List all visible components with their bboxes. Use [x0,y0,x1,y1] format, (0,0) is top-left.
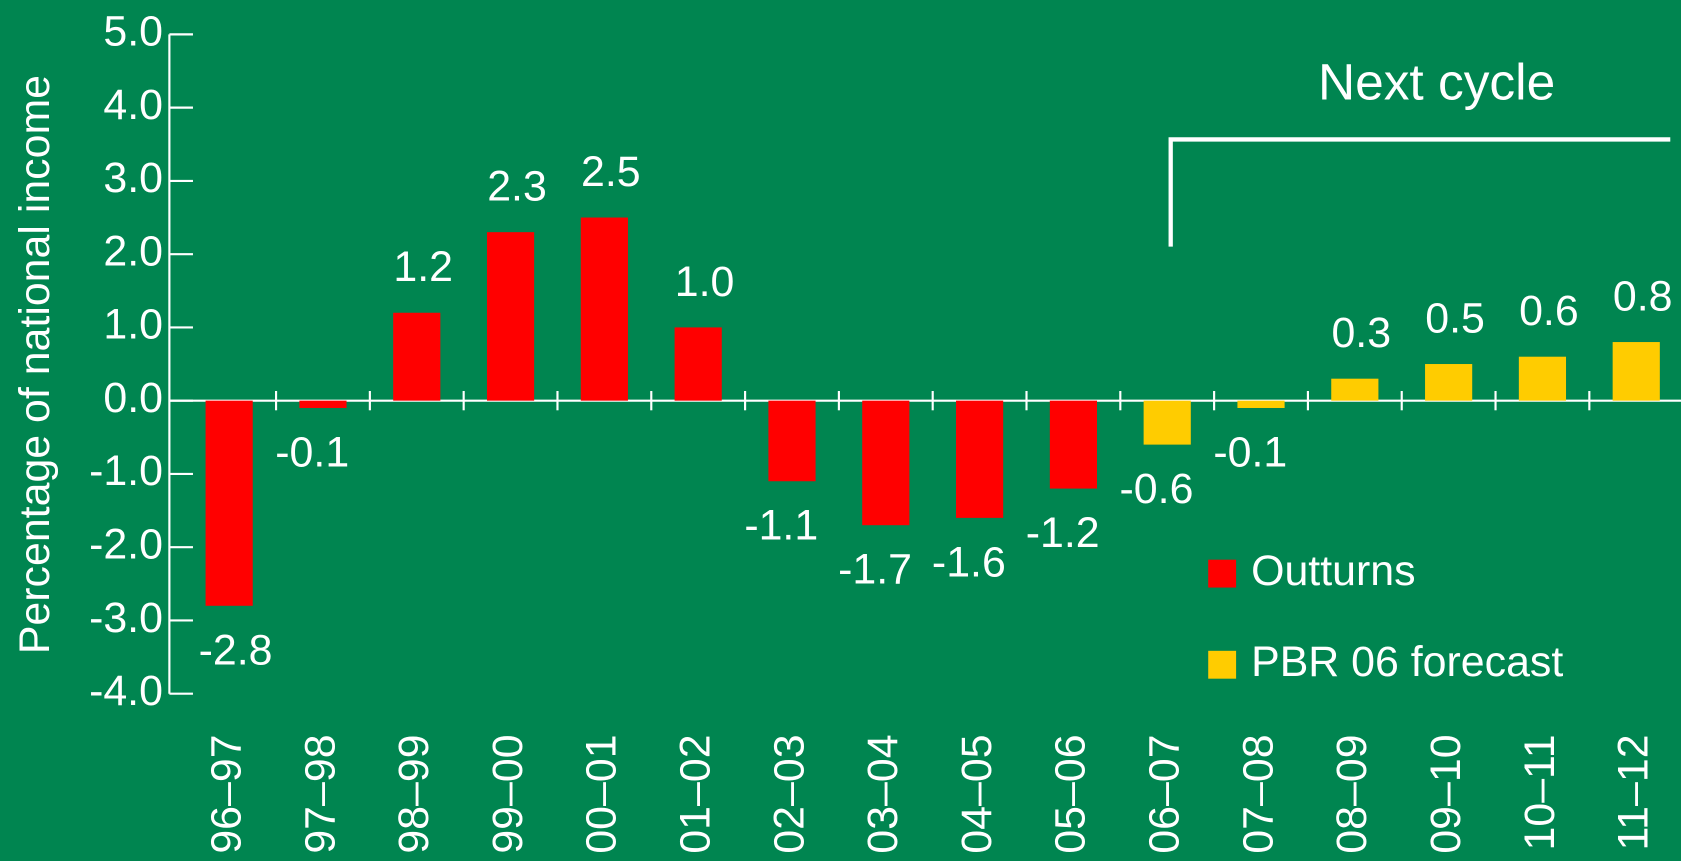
y-tick-label: -2.0 [89,521,163,569]
annotation: Next cycle [1318,52,1555,110]
data-label: -0.6 [1120,465,1194,513]
data-label: -0.1 [275,428,349,476]
bar [1143,400,1191,445]
bar [1518,356,1567,401]
x-tick-label: 01–02 [672,734,720,853]
bar [1331,378,1379,401]
bar [299,400,347,408]
x-tick-label: 96–97 [202,734,250,853]
x-tick-label: 02–03 [765,734,813,853]
x-tick-label: 97–98 [296,734,344,853]
x-tick-label: 04–05 [953,734,1001,853]
bar [674,327,722,401]
bar [768,400,816,482]
data-label: -2.8 [199,626,273,674]
x-tick-label: 11–12 [1610,734,1658,850]
data-label: 2.5 [581,148,641,196]
bar [1612,342,1660,401]
x-tick-label: 07–08 [1234,734,1282,853]
data-label: 0.3 [1331,309,1391,357]
bar [1049,400,1097,489]
y-tick-label: -1.0 [89,447,163,495]
data-label: -1.7 [838,546,912,594]
x-tick-label: 09–10 [1422,734,1470,853]
y-tick-label: -4.0 [89,667,163,715]
y-tick-label: 0.0 [103,374,163,422]
y-axis-label: Percentage of national income [11,75,59,654]
legend-swatch [1208,559,1237,588]
x-tick-label: 10–11 [1516,734,1564,850]
data-label: -1.1 [744,502,818,550]
y-tick-label: 1.0 [103,301,163,349]
bar [1425,364,1473,401]
x-tick-label: 99–00 [484,734,532,853]
bar [1237,400,1285,408]
x-tick-label: 05–06 [1047,734,1095,853]
legend-swatch [1208,650,1237,679]
x-tick-label: 06–07 [1141,734,1189,853]
y-tick-label: 3.0 [103,154,163,202]
bar [486,232,535,401]
y-tick-label: 5.0 [103,8,163,56]
data-label: 1.2 [393,243,453,291]
data-label: -1.6 [932,538,1006,586]
legend-label: Outturns [1251,547,1415,595]
data-label: -1.2 [1026,509,1100,557]
x-tick-label: 98–99 [390,734,438,853]
data-label: 1.0 [675,258,735,306]
y-tick-label: 4.0 [103,81,163,129]
bar [580,217,628,401]
data-label: 2.3 [487,163,547,211]
data-label: 0.6 [1519,287,1579,335]
x-tick-label: 08–09 [1328,734,1376,853]
legend-label: PBR 06 forecast [1251,638,1563,686]
x-tick-label: 00–01 [578,734,626,853]
bracket [1168,137,1671,247]
data-label: 0.5 [1425,294,1485,342]
bar [862,400,910,526]
data-label: 0.8 [1613,273,1673,321]
y-tick-label: 2.0 [103,227,163,275]
x-tick-label: 03–04 [859,734,907,853]
data-label: -0.1 [1213,428,1287,476]
bar [956,400,1004,518]
bar [205,400,253,606]
bar [393,312,441,401]
y-tick-label: -3.0 [89,594,163,642]
